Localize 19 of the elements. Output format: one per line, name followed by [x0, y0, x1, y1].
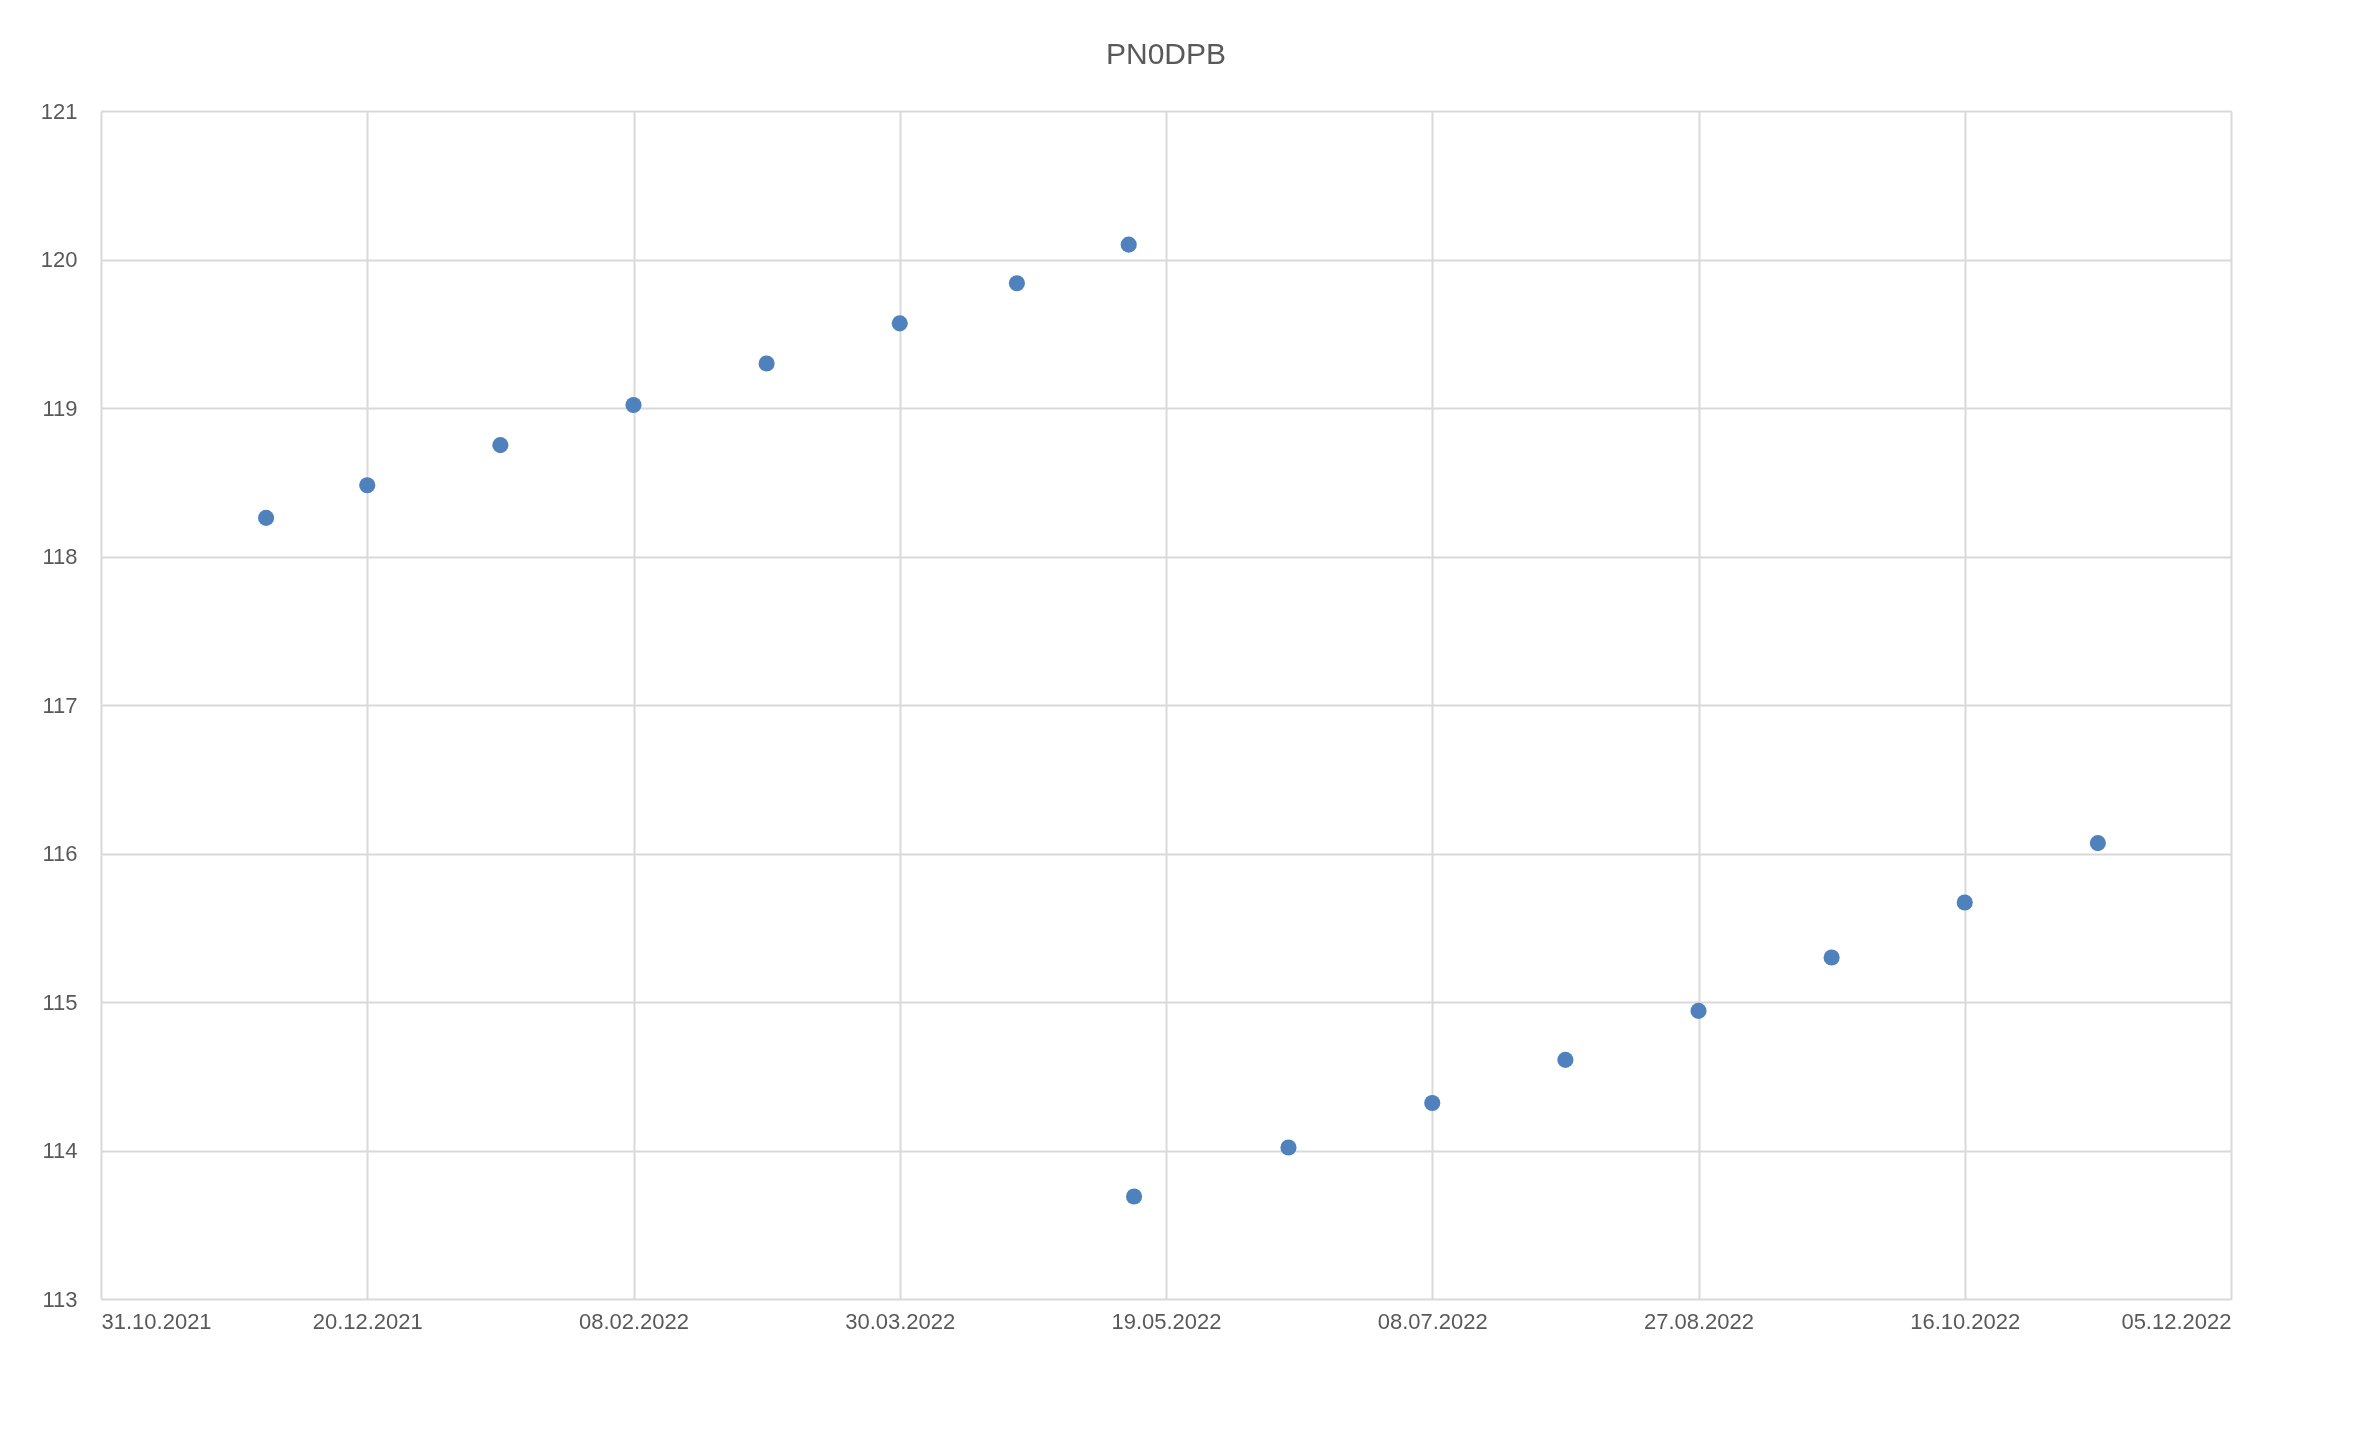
y-tick-label: 117 [42, 692, 78, 718]
y-tick-label: 118 [42, 544, 78, 569]
x-tick-label: 05.12.2022 [2121, 1308, 2232, 1334]
x-tick-label: 27.08.2022 [1643, 1308, 1755, 1334]
chart-title: PN0DPB [1105, 37, 1227, 70]
x-tick-label: 31.10.2021 [101, 1308, 212, 1334]
x-tick-label: 08.02.2022 [578, 1308, 690, 1334]
y-tick-label: 113 [42, 1286, 78, 1312]
x-tick-label: 30.03.2022 [845, 1308, 956, 1334]
y-tick-label: 119 [42, 395, 78, 421]
y-tick-label: 114 [42, 1138, 78, 1163]
y-tick-label: 115 [42, 989, 78, 1015]
y-tick-label: 120 [40, 247, 78, 272]
x-tick-label: 08.07.2022 [1377, 1308, 1488, 1334]
y-tick-label: 121 [40, 98, 78, 124]
y-tick-label: 116 [42, 841, 78, 866]
x-tick-label: 19.05.2022 [1111, 1308, 1222, 1334]
x-tick-label: 20.12.2021 [312, 1308, 423, 1334]
x-tick-label: 16.10.2022 [1910, 1308, 2021, 1334]
